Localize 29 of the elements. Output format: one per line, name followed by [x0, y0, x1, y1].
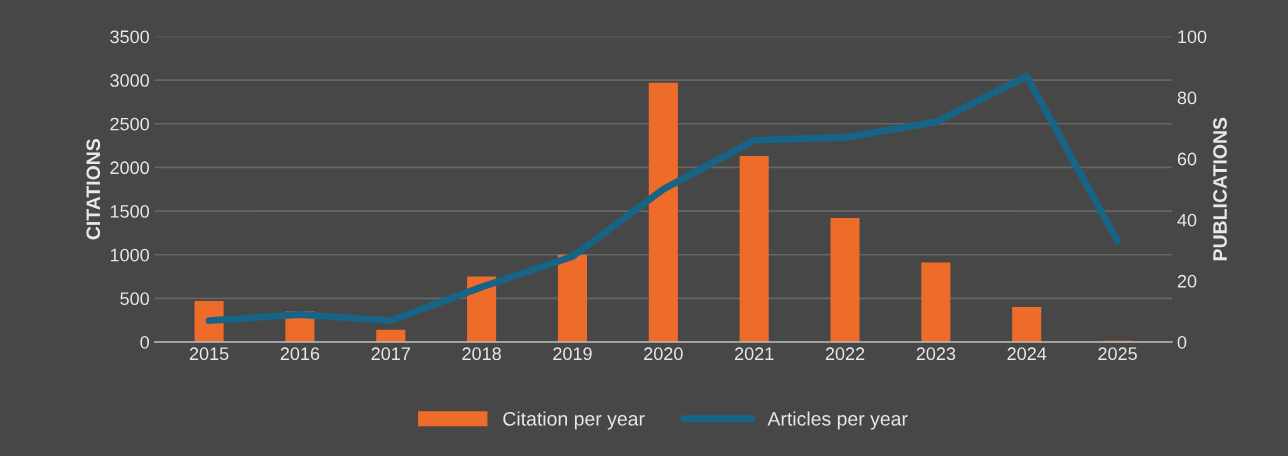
y-tick-label: 3000: [110, 74, 149, 87]
y2-tick-label: 20: [1177, 274, 1197, 288]
x-tick-label: 2024: [1007, 347, 1047, 361]
y2-tick-label: 60: [1177, 152, 1197, 166]
y-tick-label: 0: [140, 335, 149, 349]
y2-tick-label: 80: [1177, 91, 1197, 105]
y-axis-title: CITATIONS: [86, 139, 101, 240]
legend-label: Articles per year: [767, 411, 908, 430]
y2-tick-label: 100: [1178, 30, 1207, 44]
y-tick-label: 500: [120, 292, 149, 306]
y2-tick-label: 40: [1177, 213, 1197, 227]
y-tick-label: 3500: [110, 30, 149, 44]
x-tick-label: 2015: [189, 347, 229, 361]
x-tick-label: 2020: [644, 347, 683, 361]
x-tick-label: 2019: [553, 347, 592, 361]
x-tick-label: 2016: [280, 347, 320, 361]
x-tick-label: 2025: [1098, 347, 1137, 361]
y2-axis-title: PUBLICATIONS: [1213, 117, 1227, 261]
y2-tick-label: 0: [1177, 335, 1187, 349]
y-tick-label: 2500: [110, 117, 149, 131]
x-tick-label: 2022: [825, 347, 865, 361]
x-tick-label: 2021: [735, 347, 774, 361]
y-tick-label: 1500: [110, 205, 149, 218]
y-tick-label: 1000: [110, 248, 149, 262]
x-tick-label: 2018: [462, 347, 501, 361]
x-tick-label: 2017: [371, 347, 410, 361]
legend-label: Citation per year: [503, 411, 645, 430]
y-tick-label: 2000: [110, 161, 149, 175]
x-tick-label: 2023: [916, 347, 956, 361]
